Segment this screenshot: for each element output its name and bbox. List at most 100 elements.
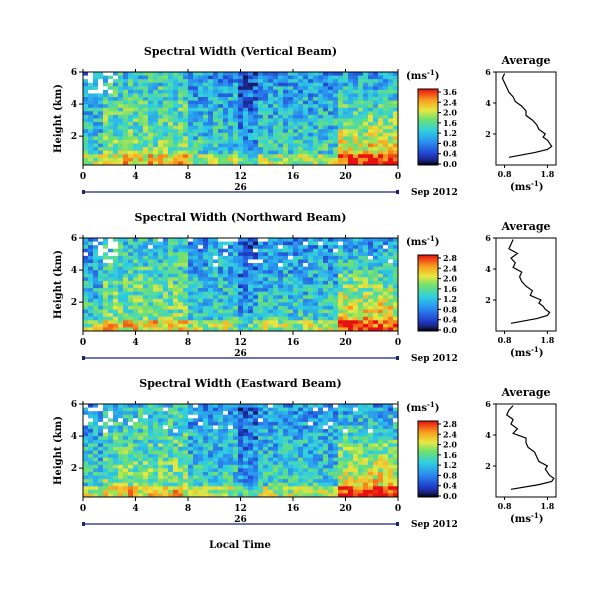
heatmap-cell — [178, 122, 184, 127]
heatmap-cell — [223, 118, 229, 123]
heatmap-cell — [133, 439, 139, 444]
heatmap-cell — [343, 132, 349, 137]
heatmap-cell — [328, 486, 334, 491]
heatmap-cell — [368, 316, 374, 321]
heatmap-cell — [243, 161, 249, 166]
heatmap-cell — [368, 302, 374, 307]
heatmap-cell — [223, 414, 229, 419]
heatmap-cell — [343, 429, 349, 434]
heatmap-cell — [368, 248, 374, 253]
heatmap-cell — [303, 486, 309, 491]
heatmap-cell — [253, 122, 259, 127]
heatmap-cell — [338, 72, 344, 76]
heatmap-cell — [203, 263, 209, 268]
heatmap-cell — [348, 107, 354, 112]
heatmap-cell — [353, 461, 359, 466]
heatmap-cell — [253, 407, 259, 412]
heatmap-cell — [373, 122, 379, 127]
heatmap-cell — [128, 150, 134, 155]
heatmap-cell — [138, 252, 144, 257]
heatmap-cell — [123, 100, 129, 105]
heatmap-cell — [298, 143, 304, 148]
heatmap-cell — [268, 252, 274, 257]
heatmap-cell — [118, 114, 124, 119]
heatmap-cell — [223, 450, 229, 455]
heatmap-cell — [243, 245, 249, 250]
heatmap-cell — [358, 493, 364, 498]
heatmap-cell — [138, 136, 144, 141]
heatmap-cell — [188, 305, 194, 310]
heatmap-cell — [283, 72, 289, 76]
heatmap-cell — [298, 129, 304, 134]
heatmap-cell — [328, 270, 334, 275]
heatmap-cell — [353, 245, 359, 250]
heatmap-cell — [153, 464, 159, 469]
heatmap-cell — [243, 464, 249, 469]
heatmap-cell — [323, 111, 329, 116]
heatmap-cell — [188, 89, 194, 94]
heatmap-cell — [363, 154, 369, 159]
heatmap-cell — [338, 82, 344, 87]
heatmap-cell — [378, 259, 384, 264]
heatmap-cell — [88, 280, 94, 285]
heatmap-cell — [218, 320, 224, 325]
heatmap-cell — [123, 493, 129, 498]
heatmap-cell — [308, 404, 314, 408]
heatmap-cell — [103, 82, 109, 87]
heatmap-cell — [133, 125, 139, 130]
heatmap-cell — [163, 323, 169, 328]
heatmap-cell — [313, 305, 319, 310]
heatmap-cell — [273, 302, 279, 307]
heatmap-cell — [188, 316, 194, 321]
heatmap-cell — [278, 446, 284, 451]
heatmap-cell — [153, 280, 159, 285]
heatmap-cell — [188, 241, 194, 246]
heatmap-cell — [173, 295, 179, 300]
heatmap-cell — [373, 411, 379, 416]
heatmap-cell — [118, 150, 124, 155]
heatmap-cell — [313, 161, 319, 166]
heatmap-cell — [88, 136, 94, 141]
heatmap-cell — [258, 284, 264, 289]
heatmap-cell — [263, 493, 269, 498]
heatmap-cell — [283, 450, 289, 455]
heatmap-cell — [253, 493, 259, 498]
heatmap-cell — [358, 100, 364, 105]
heatmap-cell — [173, 107, 179, 112]
profile-x-tick-label: 1.8 — [540, 335, 554, 345]
heatmap-cell — [133, 493, 139, 498]
heatmap-cell — [88, 157, 94, 162]
heatmap-cell — [298, 475, 304, 480]
heatmap-cell — [378, 252, 384, 257]
heatmap-cell — [153, 316, 159, 321]
heatmap-cell — [368, 482, 374, 487]
heatmap-cell — [223, 313, 229, 318]
heatmap-cell — [103, 323, 109, 328]
heatmap-cell — [363, 122, 369, 127]
heatmap-cell — [288, 107, 294, 112]
heatmap-cell — [308, 414, 314, 419]
heatmap-cell — [363, 114, 369, 119]
heatmap-cell — [303, 93, 309, 98]
heatmap-cell — [183, 411, 189, 416]
heatmap-cell — [128, 154, 134, 159]
heatmap-cell — [133, 407, 139, 412]
heatmap-cell — [308, 104, 314, 109]
heatmap-cell — [213, 482, 219, 487]
heatmap-cell — [363, 100, 369, 105]
heatmap-cell — [138, 323, 144, 328]
heatmap-cell — [193, 139, 199, 144]
heatmap-cell — [88, 114, 94, 119]
heatmap-cell — [368, 446, 374, 451]
heatmap-cell — [183, 432, 189, 437]
heatmap-cell — [258, 270, 264, 275]
heatmap-cell — [353, 111, 359, 116]
heatmap-cell — [138, 154, 144, 159]
heatmap-cell — [143, 79, 149, 84]
heatmap-cell — [308, 122, 314, 127]
heatmap-cell — [273, 255, 279, 260]
heatmap-cell — [133, 421, 139, 426]
heatmap-cell — [338, 266, 344, 271]
heatmap-cell — [293, 323, 299, 328]
heatmap-cell — [343, 425, 349, 430]
